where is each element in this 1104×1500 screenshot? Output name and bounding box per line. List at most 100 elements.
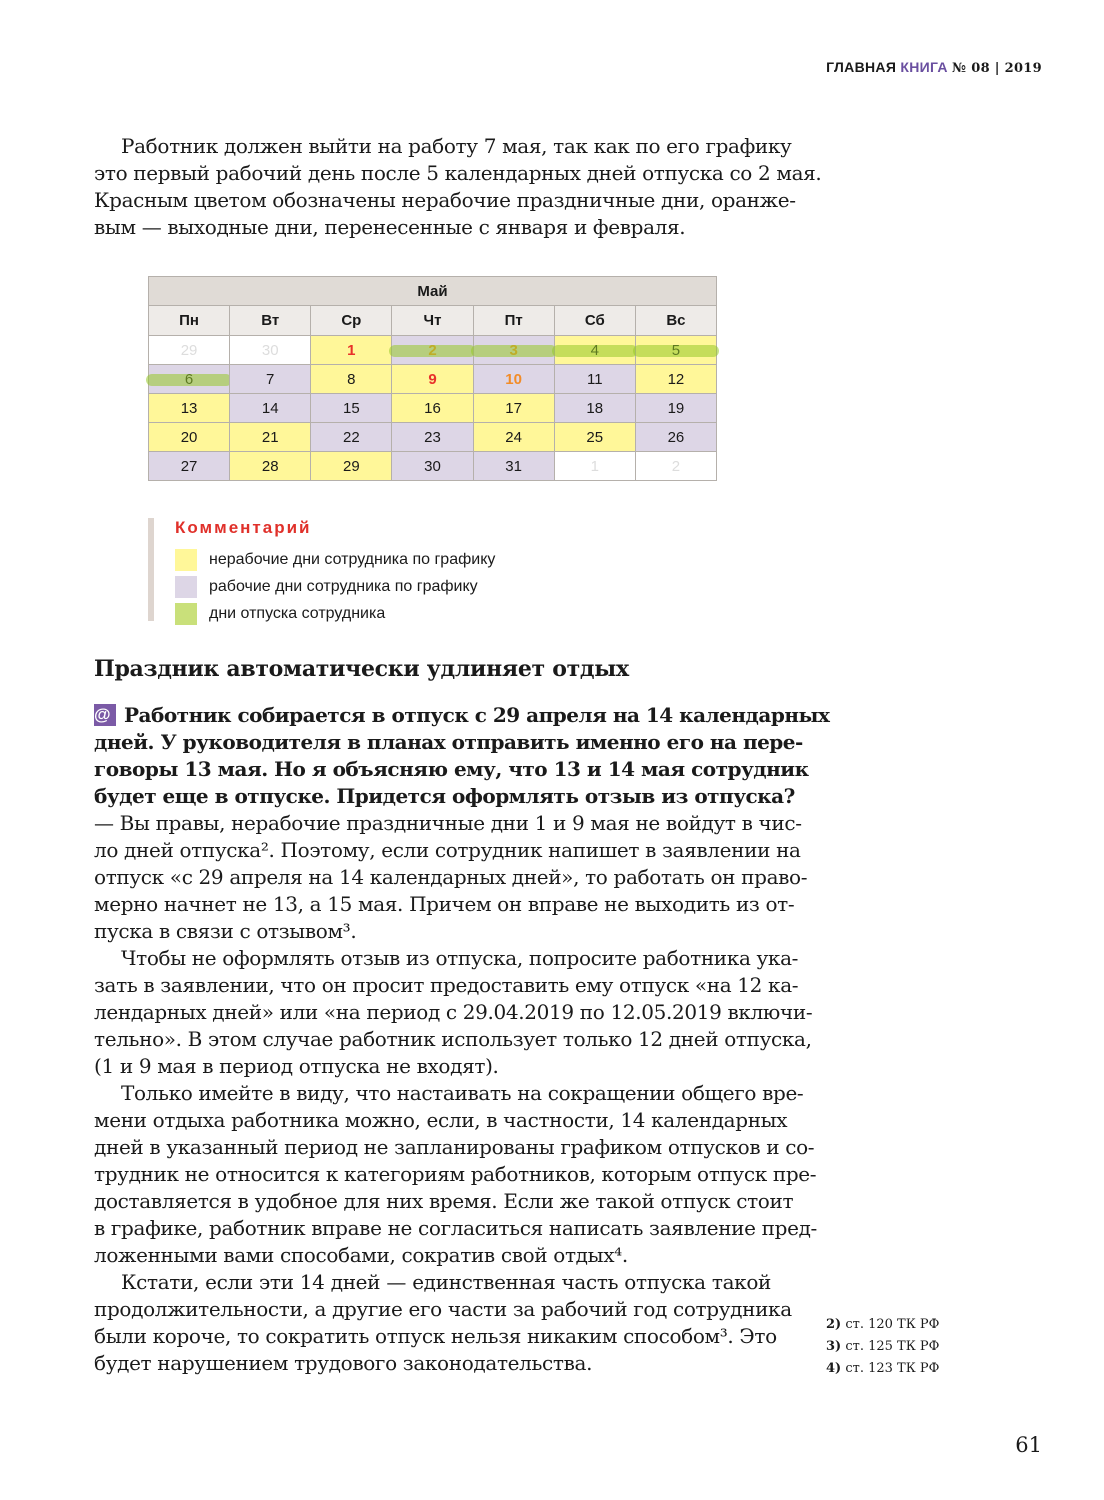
text-line: — Вы правы, нерабочие праздничные дни 1 … (94, 811, 802, 835)
footnote-number: 4) (826, 1361, 842, 1376)
calendar-week-row: 293012345 (149, 335, 719, 364)
footnote: 3) ст. 125 ТК РФ (826, 1336, 939, 1358)
legend-item: нерабочие дни сотрудника по графику (175, 546, 495, 573)
calendar-day-cell: 22 (310, 423, 392, 451)
question-text: Работник собирается в отпуск с 29 апреля… (124, 703, 830, 727)
calendar-day-cell: 16 (391, 394, 473, 422)
answer: — Вы правы, нерабочие праздничные дни 1 … (94, 810, 817, 1377)
calendar-day-cell: 13 (149, 394, 230, 422)
calendar-day-cell: 19 (634, 394, 716, 422)
footnote-number: 2) (826, 1317, 842, 1332)
legend-title: Комментарий (175, 518, 312, 537)
text-line: пуска в связи с отзывом³. (94, 919, 357, 943)
calendar-day-cell: 24 (472, 423, 554, 451)
question-line: @ Работник собирается в отпуск с 29 апрел… (94, 702, 830, 729)
vacation-highlight (551, 345, 638, 357)
footnote: 2) ст. 120 ТК РФ (826, 1314, 939, 1336)
weekday-header: Вс (634, 306, 716, 335)
email-at-icon: @ (94, 704, 116, 726)
legend-item: рабочие дни сотрудника по графику (175, 573, 495, 600)
calendar-day-cell: 8 (310, 365, 392, 393)
question-text: дней. У руководителя в планах отправить … (94, 730, 803, 754)
calendar-week-row: 6789101112 (146, 364, 716, 393)
issue-number: № 08 | 2019 (951, 61, 1042, 76)
calendar-day-cell: 20 (149, 423, 230, 451)
text-line: были короче, то сократить отпуск нельзя … (94, 1324, 777, 1348)
legend: Комментарий нерабочие дни сотрудника по … (148, 518, 495, 625)
weekday-header: Ср (310, 306, 392, 335)
calendar-day-cell: 12 (634, 365, 716, 393)
weekday-header: Чт (391, 306, 473, 335)
calendar-day-cell: 2 (634, 452, 716, 480)
text-line: вым — выходные дни, перенесенные с январ… (94, 215, 686, 239)
calendar-day-cell: 25 (553, 423, 635, 451)
text-line: Кстати, если эти 14 дней — единственная … (121, 1270, 771, 1294)
legend-swatch (175, 575, 197, 598)
intro-paragraph: Работник должен выйти на работу 7 мая, т… (94, 133, 822, 241)
may-calendar: Май ПнВтСрЧтПтСбВс2930123456789101112131… (146, 276, 719, 481)
text-line: ложенными вами способами, сократив свой … (94, 1243, 628, 1267)
text-line: трудник не относится к категориям работн… (94, 1162, 817, 1186)
text-line: доставляется в удобное для них время. Ес… (94, 1189, 794, 1213)
calendar-day-cell: 18 (553, 394, 635, 422)
vacation-highlight (632, 345, 719, 357)
calendar-day-cell: 11 (553, 365, 635, 393)
calendar-day-cell: 2 (389, 336, 476, 364)
text-line: мени отдыха работника можно, если, в час… (94, 1108, 788, 1132)
text-line: Работник должен выйти на работу 7 мая, т… (121, 134, 792, 158)
footnote-text: ст. 120 ТК РФ (845, 1317, 940, 1332)
calendar-day-cell: 10 (472, 365, 554, 393)
weekday-header: Пт (472, 306, 554, 335)
calendar-day-cell: 29 (310, 452, 392, 480)
legend-swatch (175, 548, 197, 571)
calendar-day-cell: 23 (391, 423, 473, 451)
calendar-day-cell: 29 (149, 336, 230, 364)
section-title: Праздник автоматически удлиняет отдых (94, 656, 629, 682)
calendar-day-cell: 7 (229, 365, 311, 393)
calendar-day-cell: 3 (470, 336, 557, 364)
text-line: (1 и 9 мая в период отпуска не входят). (94, 1054, 499, 1078)
weekday-header-row: Пн Вт Ср Чт Пт Сб Вс (149, 306, 716, 335)
weekday-header: Вт (229, 306, 311, 335)
calendar-day-cell: 21 (229, 423, 311, 451)
vacation-highlight (470, 345, 557, 357)
calendar-day-cell: 17 (472, 394, 554, 422)
text-line: отпуск «с 29 апреля на 14 календарных дн… (94, 865, 808, 889)
calendar-day-cell: 31 (472, 452, 554, 480)
text-line: зать в заявлении, что он просит предоста… (94, 973, 799, 997)
question-line: говоры 13 мая. Но я объясняю ему, что 13… (94, 756, 809, 783)
weekday-header: Пн (149, 306, 230, 335)
footnotes: 2) ст. 120 ТК РФ 3) ст. 125 ТК РФ 4) ст. 1… (826, 1314, 939, 1380)
calendar-day-cell: 27 (149, 452, 230, 480)
calendar-day-cell: 28 (229, 452, 311, 480)
calendar-day-cell: 5 (632, 336, 719, 364)
text-line: Только имейте в виду, что настаивать на … (121, 1081, 804, 1105)
legend-swatch (175, 602, 197, 625)
text-line: дней в указанный период не запланированы… (94, 1135, 815, 1159)
question-line: дней. У руководителя в планах отправить … (94, 729, 803, 756)
calendar-day-cell: 30 (229, 336, 311, 364)
legend-label: рабочие дни сотрудника по графику (209, 577, 478, 595)
brand-accent: КНИГА (900, 59, 948, 75)
footnote: 4) ст. 123 ТК РФ (826, 1358, 939, 1380)
calendar-week-row: 27 28 29 30 31 1 2 (149, 451, 716, 480)
running-header: ГЛАВНАЯ КНИГА № 08 | 2019 (826, 59, 1042, 76)
text-line: Чтобы не оформлять отзыв из отпуска, поп… (121, 946, 799, 970)
brand: ГЛАВНАЯ (826, 59, 897, 75)
page-number: 61 (1015, 1433, 1042, 1457)
calendar-day-cell: 30 (391, 452, 473, 480)
text-line: будет нарушением трудового законодательс… (94, 1351, 593, 1375)
question-text: будет еще в отпуске. Придется оформлять … (94, 784, 795, 808)
text-line: это первый рабочий день после 5 календар… (94, 161, 822, 185)
text-line: тельно». В этом случае работник использу… (94, 1027, 812, 1051)
calendar-day-cell: 4 (551, 336, 638, 364)
calendar-day-cell: 1 (310, 336, 392, 364)
text-line: мерно начнет не 13, а 15 мая. Причем он … (94, 892, 795, 916)
text-line: лендарных дней» или «на период с 29.04.2… (94, 1000, 813, 1024)
text-line: в графике, работник вправе не согласитьс… (94, 1216, 817, 1240)
calendar-day-cell: 15 (310, 394, 392, 422)
calendar-day-cell: 1 (553, 452, 635, 480)
text-line: продолжительности, а другие его части за… (94, 1297, 792, 1321)
legend-label: дни отпуска сотрудника (209, 604, 386, 622)
text-line: ло дней отпуска². Поэтому, если сотрудни… (94, 838, 801, 862)
